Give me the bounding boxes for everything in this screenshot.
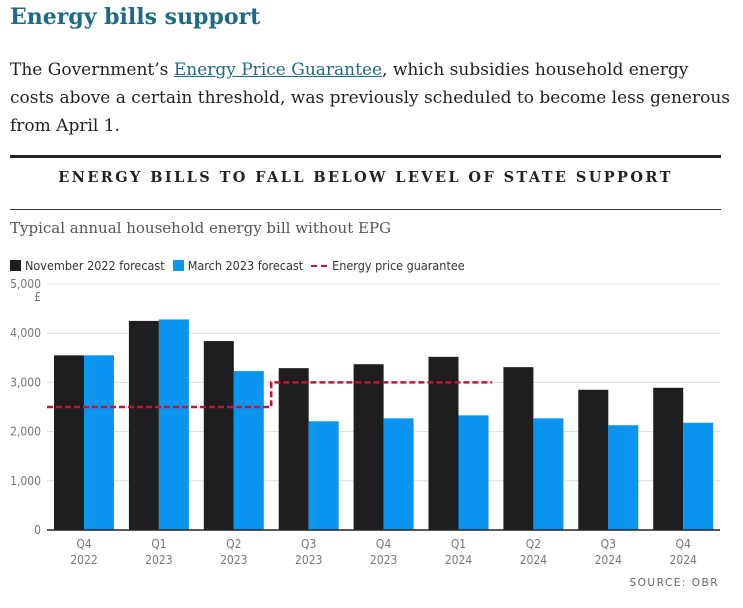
- source: SOURCE: OBR: [629, 577, 719, 589]
- x-tick-year: 2023: [295, 553, 322, 567]
- title-rule: [10, 209, 721, 210]
- bar-nov: [353, 364, 384, 530]
- bar-nov: [54, 355, 84, 530]
- legend-label: Energy price guarantee: [332, 258, 465, 273]
- bar-nov: [128, 320, 159, 530]
- bar-nov: [503, 367, 534, 530]
- x-tick-year: 2024: [445, 553, 473, 567]
- bar-mar: [383, 418, 414, 530]
- bar-nov: [203, 341, 234, 530]
- y-tick-label: 3,000: [10, 375, 41, 389]
- x-tick-quarter: Q1: [151, 537, 166, 551]
- y-axis-unit: £: [34, 290, 41, 304]
- bar-nov: [653, 387, 684, 530]
- top-rule: [10, 155, 721, 158]
- intro-text-rest: , which subsidies household energy costs…: [10, 60, 731, 136]
- x-tick-year: 2023: [370, 553, 397, 567]
- energy-price-guarantee-link[interactable]: Energy Price Guarantee: [173, 60, 383, 80]
- x-tick-year: 2024: [520, 553, 548, 567]
- chart-title: ENERGY BILLS TO FALL BELOW LEVEL OF STAT…: [58, 169, 673, 186]
- bar-nov: [578, 389, 609, 530]
- x-tick-quarter: Q2: [526, 537, 541, 551]
- legend-dash-epg: [311, 265, 328, 267]
- energy-price-guarantee-line: [47, 381, 493, 409]
- intro-paragraph: The Government’s Energy Price Guarantee,…: [10, 56, 730, 140]
- legend: November 2022 forecast March 2023 foreca…: [10, 258, 465, 273]
- intro-text: The Government’s: [10, 60, 174, 80]
- x-tick-quarter: Q1: [451, 537, 466, 551]
- legend-mar: March 2023 forecast: [172, 258, 304, 273]
- bar-mar: [308, 421, 339, 530]
- x-tick-quarter: Q3: [601, 537, 616, 551]
- legend-swatch-nov: [10, 260, 21, 271]
- legend-nov: November 2022 forecast: [10, 258, 165, 273]
- chart-subtitle: Typical annual household energy bill wit…: [10, 219, 392, 237]
- legend-swatch-mar: [172, 260, 184, 271]
- x-tick-quarter: Q4: [376, 537, 391, 551]
- bar-nov: [278, 368, 309, 530]
- bar-mar: [158, 319, 189, 530]
- bar-mar: [683, 422, 714, 530]
- x-tick-year: 2024: [669, 553, 697, 567]
- legend-label: March 2023 forecast: [187, 258, 304, 273]
- y-tick-label: 5,000: [10, 277, 41, 291]
- x-tick-quarter: Q4: [76, 537, 91, 551]
- y-tick-label: 0: [34, 523, 41, 537]
- bar-mar: [533, 418, 564, 530]
- bar-nov: [428, 356, 459, 530]
- x-tick-year: 2022: [70, 553, 97, 567]
- bar-mar: [233, 371, 264, 530]
- x-tick-year: 2023: [145, 553, 172, 567]
- x-tick-quarter: Q2: [226, 537, 241, 551]
- y-tick-label: 4,000: [10, 326, 41, 340]
- bar-mar: [84, 355, 114, 530]
- x-tick-quarter: Q3: [301, 537, 316, 551]
- heading: Energy bills support: [10, 4, 261, 30]
- x-tick-year: 2024: [595, 553, 623, 567]
- y-tick-label: 1,000: [10, 474, 41, 488]
- x-tick-quarter: Q4: [676, 537, 691, 551]
- bar-mar: [458, 415, 489, 530]
- y-tick-label: 2,000: [10, 425, 41, 439]
- bar-mar: [608, 425, 639, 530]
- x-tick-year: 2023: [220, 553, 247, 567]
- legend-epg: Energy price guarantee: [311, 258, 465, 273]
- legend-label: November 2022 forecast: [25, 258, 165, 273]
